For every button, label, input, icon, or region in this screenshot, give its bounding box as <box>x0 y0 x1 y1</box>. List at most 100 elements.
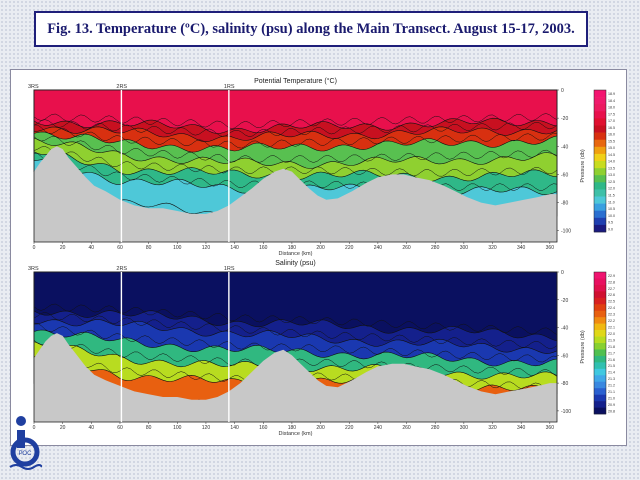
station-label: 2RS <box>116 266 127 272</box>
colorbar-swatch <box>594 104 606 112</box>
colorbar-label: 22.9 <box>608 274 615 278</box>
x-tick-label: 260 <box>402 245 411 251</box>
colorbar-label: 22.2 <box>608 319 615 323</box>
logo-dot-shape <box>16 416 26 426</box>
colorbar-label: 10.0 <box>608 214 615 218</box>
y-tick-label: -100 <box>561 409 571 415</box>
colorbar-swatch <box>594 330 606 337</box>
x-tick-label: 0 <box>33 245 36 251</box>
colorbar-swatch <box>594 118 606 126</box>
y-tick-label: -20 <box>561 298 568 304</box>
colorbar-swatch <box>594 153 606 162</box>
plot-frame <box>33 89 558 243</box>
colorbar-label: 10.5 <box>608 207 615 211</box>
colorbar-label: 20.8 <box>608 409 615 413</box>
contour-layer <box>33 89 558 134</box>
colorbar-label: 12.0 <box>608 187 615 191</box>
colorbar-swatch <box>594 323 606 331</box>
x-tick-label: 80 <box>146 245 152 251</box>
colorbar-swatch <box>594 168 606 176</box>
x-tick-label: 40 <box>89 425 95 431</box>
colorbar-label: 21.9 <box>608 338 615 342</box>
colorbar-label: 20.9 <box>608 403 615 407</box>
colorbar-label: 22.1 <box>608 325 615 329</box>
colorbar-label: 15.0 <box>608 146 615 150</box>
x-tick-label: 360 <box>546 425 555 431</box>
colorbar-label: 18.0 <box>608 106 615 110</box>
x-axis-label: Distance (km) <box>279 251 313 257</box>
y-axis-label: Pressure (db) <box>580 149 586 182</box>
station-label: 2RS <box>116 84 127 90</box>
x-tick-label: 200 <box>316 245 325 251</box>
colorbar-swatch <box>594 362 606 370</box>
colorbar-swatch <box>594 388 606 395</box>
x-tick-label: 340 <box>517 245 526 251</box>
y-tick-label: -40 <box>561 144 568 150</box>
colorbar-label: 13.0 <box>608 173 615 177</box>
x-tick-label: 320 <box>488 425 497 431</box>
colorbar-swatch <box>594 175 606 183</box>
chart-title: Salinity (psu) <box>275 260 315 267</box>
chart-1: Salinity (psu) 3RS 2RS 1RS 0 20 40 60 80 100 120 14… <box>28 260 615 437</box>
colorbar-label: 21.7 <box>608 351 615 355</box>
colorbar-frame <box>593 89 607 233</box>
station-label: 1RS <box>224 266 235 272</box>
figure-title: Fig. 13. Temperature (ºC), salinity (psu… <box>47 20 575 37</box>
station-label: 3RS <box>28 84 39 90</box>
chart-0: Potential Temperature (°C) 3RS 2RS 1RS 0 20 40… <box>28 77 615 257</box>
y-tick-label: 0 <box>561 88 564 94</box>
x-tick-label: 60 <box>117 245 123 251</box>
colorbar-label: 9.0 <box>608 227 613 231</box>
colorbar-label: 22.5 <box>608 300 615 304</box>
x-tick-label: 60 <box>117 425 123 431</box>
colorbar-label: 17.0 <box>608 119 615 123</box>
y-tick-label: -80 <box>561 381 568 387</box>
colorbar-label: 14.0 <box>608 160 615 164</box>
x-tick-label: 100 <box>173 245 182 251</box>
x-tick-label: 100 <box>173 425 182 431</box>
colorbar-swatch <box>594 272 606 279</box>
logo-wave-shape <box>9 464 42 470</box>
chart-title: Potential Temperature (°C) <box>254 77 337 85</box>
y-tick-label: 0 <box>561 270 564 276</box>
colorbar-label: 22.0 <box>608 332 615 336</box>
institute-logo: РОС <box>9 416 42 470</box>
colorbar-swatch <box>594 111 606 119</box>
x-tick-label: 180 <box>288 425 297 431</box>
x-tick-label: 280 <box>431 245 440 251</box>
colorbar-label: 21.4 <box>608 371 615 375</box>
colorbar-swatch <box>594 407 606 415</box>
colorbar-label: 16.5 <box>608 126 615 130</box>
colorbar-label: 21.5 <box>608 364 615 368</box>
x-tick-label: 300 <box>460 245 469 251</box>
colorbar-label: 11.5 <box>608 194 615 198</box>
x-tick-label: 240 <box>374 425 383 431</box>
colorbar-label: 21.8 <box>608 345 615 349</box>
colorbar-swatch <box>594 394 606 402</box>
x-tick-label: 140 <box>230 245 239 251</box>
x-tick-label: 360 <box>546 245 555 251</box>
x-tick-label: 120 <box>202 425 211 431</box>
colorbar-swatch <box>594 297 606 305</box>
x-tick-label: 320 <box>488 245 497 251</box>
y-tick-label: -20 <box>561 116 568 122</box>
y-tick-label: -80 <box>561 201 568 207</box>
x-tick-label: 340 <box>517 425 526 431</box>
colorbar-swatch <box>594 139 606 148</box>
colorbar-label: 16.0 <box>608 133 615 137</box>
colorbar-label: 13.5 <box>608 166 615 170</box>
colorbar-swatch <box>594 132 606 140</box>
colorbar-swatch <box>594 203 606 211</box>
x-tick-label: 220 <box>345 425 354 431</box>
colorbar-swatch <box>594 146 606 155</box>
colorbar-label: 22.7 <box>608 287 615 291</box>
colorbar-label: 22.8 <box>608 280 615 284</box>
station-label: 3RS <box>28 266 39 272</box>
y-axis-label: Pressure (db) <box>580 330 586 363</box>
colorbar-swatch <box>594 210 606 219</box>
figure-title-box: Fig. 13. Temperature (ºC), salinity (psu… <box>34 11 588 47</box>
colorbar-swatch <box>594 304 606 312</box>
colorbar-swatch <box>594 182 606 190</box>
colorbar-swatch <box>594 310 606 318</box>
seabed-area <box>34 333 557 422</box>
